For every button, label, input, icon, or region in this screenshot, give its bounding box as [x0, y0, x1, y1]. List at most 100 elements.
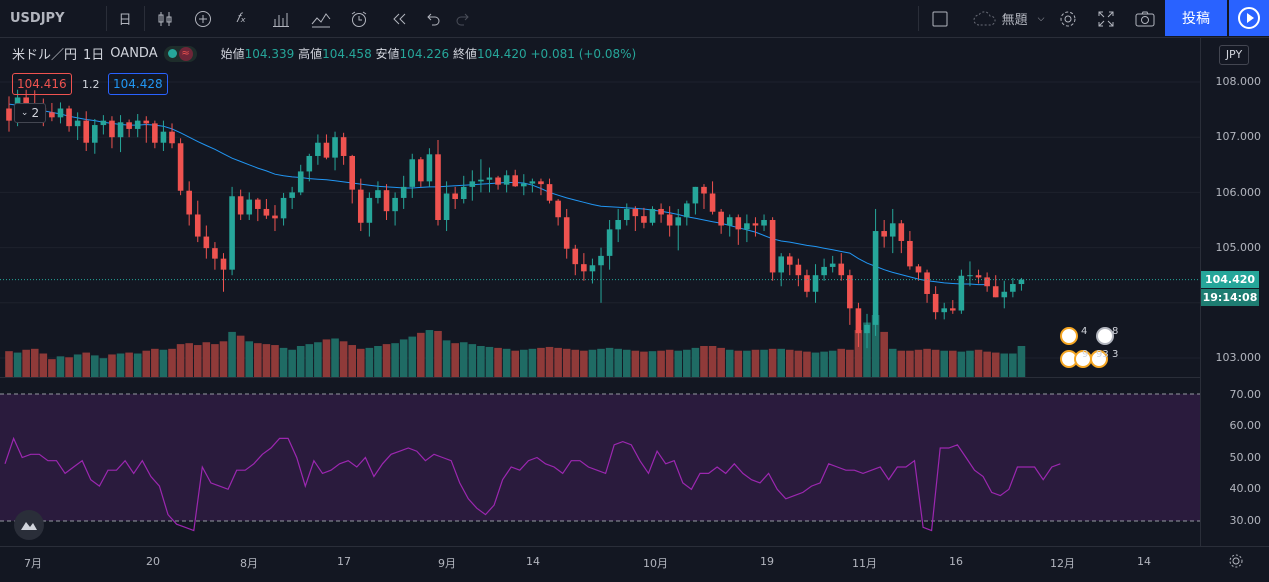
candle-body: [889, 223, 896, 237]
candle-body: [641, 216, 647, 223]
candle-body: [512, 175, 519, 187]
us-flag-event-icon[interactable]: [1096, 327, 1114, 345]
event-count: 8: [1112, 326, 1119, 337]
candle-body: [838, 263, 845, 276]
candle-body: [778, 256, 784, 273]
volume-bar: [236, 335, 245, 377]
candle-body: [117, 122, 124, 138]
volume-bar: [665, 349, 674, 377]
candle-body: [323, 142, 330, 158]
candle-style-icon[interactable]: [150, 0, 180, 37]
buy-button[interactable]: 104.428: [108, 73, 168, 95]
volume-bar: [631, 350, 640, 377]
undo-icon[interactable]: [420, 0, 448, 37]
candle-body: [143, 120, 150, 124]
market-status-pill[interactable]: ≈: [163, 45, 197, 62]
low-value: 104.226: [399, 47, 450, 61]
publish-button[interactable]: 投稿: [1165, 0, 1227, 36]
time-axis[interactable]: [0, 546, 1269, 582]
current-price-tag: 104.420: [1201, 271, 1259, 288]
price-tick: 108.000: [1215, 75, 1262, 88]
candle-body: [66, 108, 72, 127]
volume-bar: [13, 352, 22, 377]
candle-body: [615, 220, 621, 230]
sell-button[interactable]: 104.416: [12, 73, 72, 95]
candle-body: [786, 256, 793, 265]
rsi-pane[interactable]: [0, 378, 1200, 546]
volume-bar: [622, 349, 631, 377]
layout-name-dropdown[interactable]: 無題 ⌵: [964, 0, 1052, 37]
volume-bar: [65, 357, 73, 377]
toolbar-divider: [106, 6, 107, 31]
price-tick: 107.000: [1215, 130, 1262, 143]
tradingview-logo[interactable]: [14, 510, 44, 540]
date-tick: 8月: [240, 557, 258, 570]
candle-body: [649, 208, 656, 223]
volume-bar: [502, 348, 511, 377]
candle-body: [306, 155, 313, 172]
candle-body: [495, 177, 501, 185]
event-count: 93: [1096, 349, 1109, 360]
candle-body: [632, 208, 639, 217]
interval-button[interactable]: 日: [118, 13, 132, 28]
volume-bar: [931, 349, 940, 377]
redo-icon[interactable]: [448, 0, 476, 37]
legend-interval: 1日: [83, 48, 105, 63]
layout-select-icon[interactable]: [926, 0, 954, 37]
currency-label[interactable]: JPY: [1219, 45, 1249, 65]
price-axis[interactable]: [1200, 38, 1269, 546]
add-indicator-icon[interactable]: [188, 0, 218, 37]
toolbar-divider: [144, 6, 145, 31]
collapse-indicators-button[interactable]: ⌄ 2: [14, 103, 46, 123]
alert-clock-icon[interactable]: [344, 0, 374, 37]
volume-bar: [983, 351, 991, 377]
settings-gear-icon[interactable]: [1054, 0, 1082, 37]
rsi-tick: 70.00: [1229, 388, 1262, 401]
volume-bar: [56, 356, 65, 377]
volume-bar: [485, 346, 494, 377]
volume-bar: [425, 330, 434, 377]
event-marker[interactable]: [1090, 350, 1108, 368]
event-marker[interactable]: [1060, 327, 1078, 345]
candle-body: [237, 196, 244, 215]
indicators-icon[interactable]: [306, 0, 336, 37]
candle-body: [100, 120, 107, 126]
layout-name-label: 無題: [1001, 13, 1028, 28]
volume-bar: [991, 352, 1000, 377]
candle-body: [443, 193, 450, 220]
volume-bar: [296, 346, 305, 377]
date-tick: 7月: [24, 557, 42, 570]
candle-body: [486, 177, 493, 180]
volume-bar: [743, 350, 751, 377]
volume-bar: [957, 351, 966, 377]
event-count: 3: [1112, 349, 1119, 360]
candle-body: [203, 236, 210, 249]
spread-value: 1.2: [82, 78, 100, 91]
function-icon[interactable]: 𝑓ₓ: [236, 11, 246, 26]
candle-body: [392, 197, 398, 212]
volume-bar: [734, 350, 743, 377]
candle-body: [658, 208, 664, 215]
candle-body: [623, 208, 630, 220]
date-tick: 17: [337, 555, 351, 568]
symbol-search-button[interactable]: USDJPY: [10, 11, 65, 26]
candle-body: [418, 159, 424, 182]
play-button[interactable]: [1229, 0, 1269, 36]
volume-bar: [588, 349, 597, 377]
volume-bar: [99, 358, 108, 377]
time-settings-icon[interactable]: [1228, 553, 1244, 573]
candle-body: [915, 266, 922, 273]
legend-title: 米ドル／円: [12, 48, 78, 63]
price-tick: 105.000: [1215, 241, 1262, 254]
volume-bar: [279, 347, 288, 377]
price-chart[interactable]: [0, 38, 1200, 377]
volume-bar: [271, 345, 279, 377]
replay-icon[interactable]: [384, 0, 414, 37]
fullscreen-icon[interactable]: [1092, 0, 1120, 37]
candle-body: [83, 120, 90, 143]
low-label: 安値: [375, 47, 400, 61]
bar-chart-icon[interactable]: [266, 0, 296, 37]
camera-icon[interactable]: [1130, 0, 1160, 37]
candle-body: [563, 217, 570, 249]
candle-body: [57, 108, 64, 118]
